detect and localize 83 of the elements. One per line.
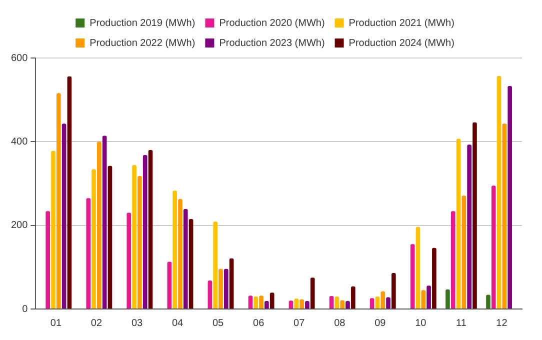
bar xyxy=(380,291,386,308)
bar xyxy=(432,248,436,308)
bar xyxy=(446,289,450,308)
legend-label: Production 2022 (MWh) xyxy=(90,38,196,49)
bar xyxy=(67,76,72,308)
bar xyxy=(375,296,380,308)
bar xyxy=(508,86,512,308)
bar xyxy=(138,176,142,308)
x-tick-label: 02 xyxy=(90,318,102,329)
bar xyxy=(142,155,148,308)
bar xyxy=(248,296,253,308)
bar xyxy=(456,138,461,308)
bar xyxy=(213,222,218,308)
bar xyxy=(462,196,466,308)
bar xyxy=(62,124,66,308)
bar xyxy=(56,93,61,308)
bar xyxy=(416,227,420,308)
bar xyxy=(350,286,356,308)
bar xyxy=(392,273,396,308)
bar xyxy=(259,296,264,308)
bar xyxy=(491,186,496,308)
bar xyxy=(46,211,50,308)
bar xyxy=(305,301,310,308)
bar xyxy=(386,297,390,308)
bar xyxy=(132,165,136,308)
x-tick-label: 03 xyxy=(131,318,143,329)
bar xyxy=(300,299,304,308)
x-tick-label: 08 xyxy=(334,318,346,329)
bar xyxy=(264,301,269,308)
y-tick-label: 600 xyxy=(10,52,28,64)
bar xyxy=(172,190,177,308)
legend-label: Production 2023 (MWh) xyxy=(219,38,325,49)
bar xyxy=(310,278,315,308)
bar xyxy=(126,212,132,308)
bar xyxy=(288,300,294,308)
bar xyxy=(421,290,426,308)
x-tick-label: 07 xyxy=(294,318,306,329)
bar xyxy=(370,298,374,308)
bar xyxy=(229,258,234,308)
bar xyxy=(224,268,228,308)
bar xyxy=(270,292,274,308)
legend-label: Production 2019 (MWh) xyxy=(90,18,196,29)
bar xyxy=(208,280,212,308)
bar xyxy=(183,209,188,308)
bar xyxy=(102,136,107,308)
bar xyxy=(486,294,490,308)
bar xyxy=(188,219,194,308)
x-tick-label: 06 xyxy=(253,318,265,329)
bar xyxy=(254,296,258,308)
bar xyxy=(467,144,472,308)
legend-label: Production 2020 (MWh) xyxy=(219,18,325,29)
bar xyxy=(294,298,299,308)
bar xyxy=(334,296,340,308)
bar xyxy=(218,268,223,308)
y-tick-label: 200 xyxy=(10,220,28,232)
bar xyxy=(148,150,153,308)
x-tick-label: 04 xyxy=(172,318,184,329)
bar xyxy=(426,286,431,308)
bar xyxy=(410,244,415,308)
x-tick-label: 01 xyxy=(50,318,62,329)
bar xyxy=(178,198,182,308)
x-tick-label: 11 xyxy=(456,318,467,329)
bar xyxy=(97,142,102,308)
bar xyxy=(496,76,502,308)
legend-label: Production 2021 (MWh) xyxy=(348,18,454,29)
bar xyxy=(340,300,344,308)
bar xyxy=(346,301,350,308)
bar xyxy=(86,198,91,308)
x-tick-label: 09 xyxy=(374,318,386,329)
x-tick-label: 10 xyxy=(415,318,427,329)
bar xyxy=(92,169,96,308)
x-tick-label: 12 xyxy=(496,318,508,329)
bar xyxy=(167,262,172,308)
legend-label: Production 2024 (MWh) xyxy=(348,38,454,49)
y-tick-label: 400 xyxy=(10,136,28,148)
bar xyxy=(472,122,477,308)
bar xyxy=(450,211,456,308)
y-tick-label: 0 xyxy=(22,304,28,315)
bar xyxy=(502,124,507,308)
bar xyxy=(51,150,56,308)
bar xyxy=(329,296,334,308)
bar xyxy=(108,166,112,308)
x-tick-label: 05 xyxy=(212,318,224,329)
